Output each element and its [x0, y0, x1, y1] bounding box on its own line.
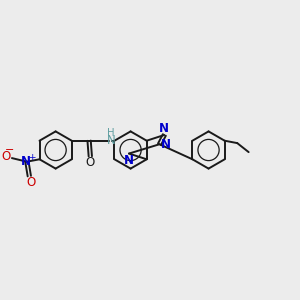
Text: N: N: [124, 154, 134, 166]
Text: N: N: [21, 155, 31, 169]
Text: O: O: [86, 156, 95, 170]
Text: N: N: [161, 138, 171, 151]
Text: N: N: [106, 134, 116, 147]
Text: H: H: [107, 128, 115, 138]
Text: −: −: [5, 145, 14, 155]
Text: +: +: [28, 153, 35, 162]
Text: O: O: [26, 176, 35, 189]
Text: O: O: [1, 150, 10, 163]
Text: N: N: [159, 122, 170, 136]
